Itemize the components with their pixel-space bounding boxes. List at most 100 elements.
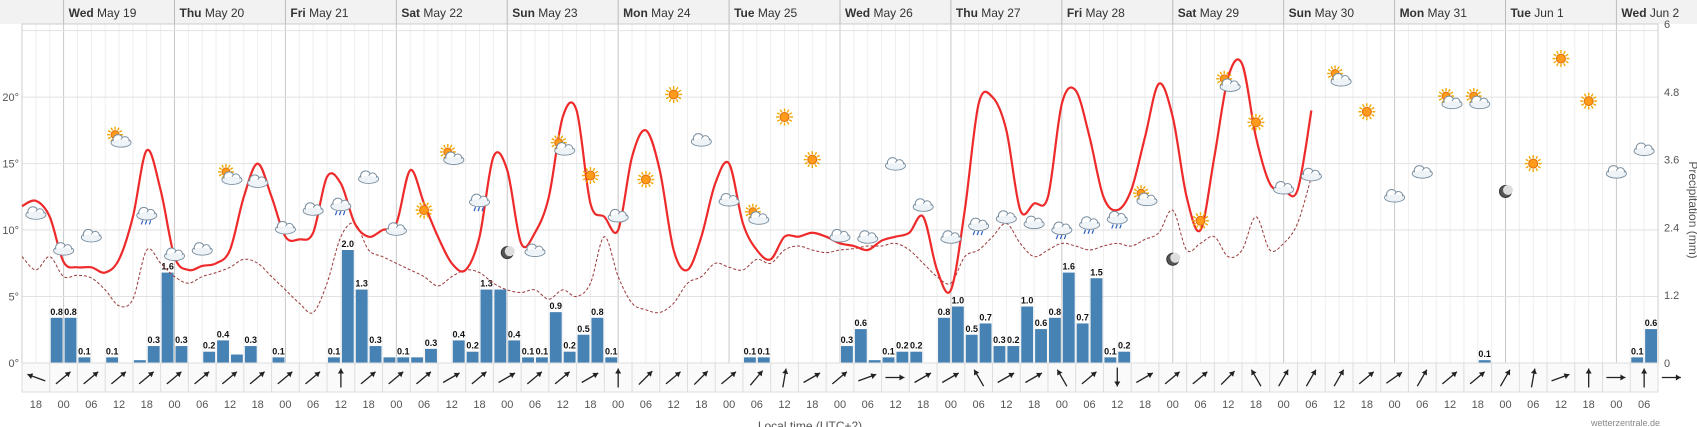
day-date: Jun 2 [1647,6,1680,20]
cloud-fill [858,235,877,243]
sun-ray [451,147,456,151]
hour-tick: 06 [85,399,97,411]
precip-label: 0.6 [1035,318,1048,328]
cloud-fill [1080,221,1099,229]
hour-tick: 18 [30,399,42,411]
sun-ray [1133,195,1138,198]
wind-arrow [615,368,622,388]
sun-ray [1339,68,1343,72]
cloud-fill [1443,101,1462,109]
cloud-shape [1633,142,1655,156]
sun-ray [1469,88,1472,93]
sun-ray [745,207,749,210]
day-label: Tue Jun 1 [1510,6,1563,20]
day-weekday: Sun [512,6,535,20]
sun-ray [1556,62,1559,67]
temp-tick: 5° [8,292,19,304]
wind-arrow-head [899,374,905,381]
sun-ray [428,212,432,215]
cloud-shape [1051,221,1073,236]
hour-tick: 00 [501,399,513,411]
sun-disc [779,112,790,123]
sun-ray [1535,155,1539,160]
sun-ray [678,89,682,93]
hour-tick: 00 [390,399,402,411]
precip-bar [910,351,923,363]
cloud-icon [247,174,269,188]
cloud-shape [968,217,990,232]
sun-cloud-icon [1327,65,1352,87]
precip-bar [979,323,992,363]
sun-ray [592,167,596,172]
source-credit: wetterzentrale.de [1590,418,1660,427]
sun-shape [1580,92,1598,110]
precip-label: 0.2 [1118,341,1131,351]
cloud-icon [274,220,296,235]
sun-ray [1528,168,1532,172]
cloud-icon [607,208,629,223]
cloud-shape [80,228,102,243]
day-weekday: Mon [1400,6,1425,20]
cloud-shape [607,208,629,223]
day-label: Fri May 28 [1067,6,1125,20]
sun-ray [592,179,596,184]
sun-ray [1251,126,1254,131]
cloud-fill [1108,216,1127,224]
day-label: Sun May 30 [1289,6,1355,20]
temperature-line [21,58,1313,294]
wind-arrow-head [1251,369,1257,376]
precip-label: 0.5 [965,324,978,334]
precip-bar [78,357,91,363]
precip-label: 0.1 [605,346,618,356]
rain-drop [334,210,338,216]
sun-ray [416,205,420,208]
wind-arrow-head [147,371,154,378]
cloud-shape [1384,188,1406,203]
wind-arrow [554,371,571,385]
wind-arrow-head [1008,372,1015,379]
hour-tick: 18 [806,399,818,411]
day-date: May 26 [870,6,913,20]
hour-tick: 06 [529,399,541,411]
precip-tick: 0 [1664,358,1670,370]
sun-ray [779,121,783,125]
sun-ray [1593,103,1597,106]
precip-label: 1.5 [1090,267,1103,277]
cloud-shape [443,151,465,165]
sun-ray [1447,88,1451,93]
wind-arrow-head [1173,371,1180,378]
precip-label: 0.6 [855,318,868,328]
wind-arrow [885,374,905,381]
rain-drop [342,210,346,216]
precip-label: 0.3 [175,335,188,345]
wind-arrow-head [1478,371,1485,378]
temperature-series [21,58,1313,294]
cloud-shape [1330,73,1352,87]
cloud-shape [1079,216,1101,230]
rain-drop [1063,234,1067,240]
day-date: May 29 [1196,6,1239,20]
sun-ray [1202,213,1206,217]
sun-ray [1226,71,1229,75]
sun-ray [1144,188,1149,192]
rain-drop [338,210,342,216]
sun-cloud-icon [217,163,243,185]
wind-arrow-head [841,371,847,378]
precip-bar [508,340,521,363]
cloud-shape [884,157,906,171]
wind-arrow-head [1310,369,1316,376]
sun-ray [1371,113,1375,117]
wind-arrow [1333,369,1345,387]
wind-arrow [997,372,1015,384]
cloud-icon [1023,215,1045,230]
sun-ray [1565,53,1569,57]
precip-label: 0.2 [563,341,576,351]
precip-bar [896,351,909,363]
sun-shape [803,151,821,169]
wind-arrow-head [258,371,265,378]
sun-ray [1248,117,1252,121]
cloud-shape [1273,181,1295,195]
hour-tick: 18 [141,399,153,411]
cloud-shape [829,228,851,243]
wind-arrow [1220,370,1236,386]
